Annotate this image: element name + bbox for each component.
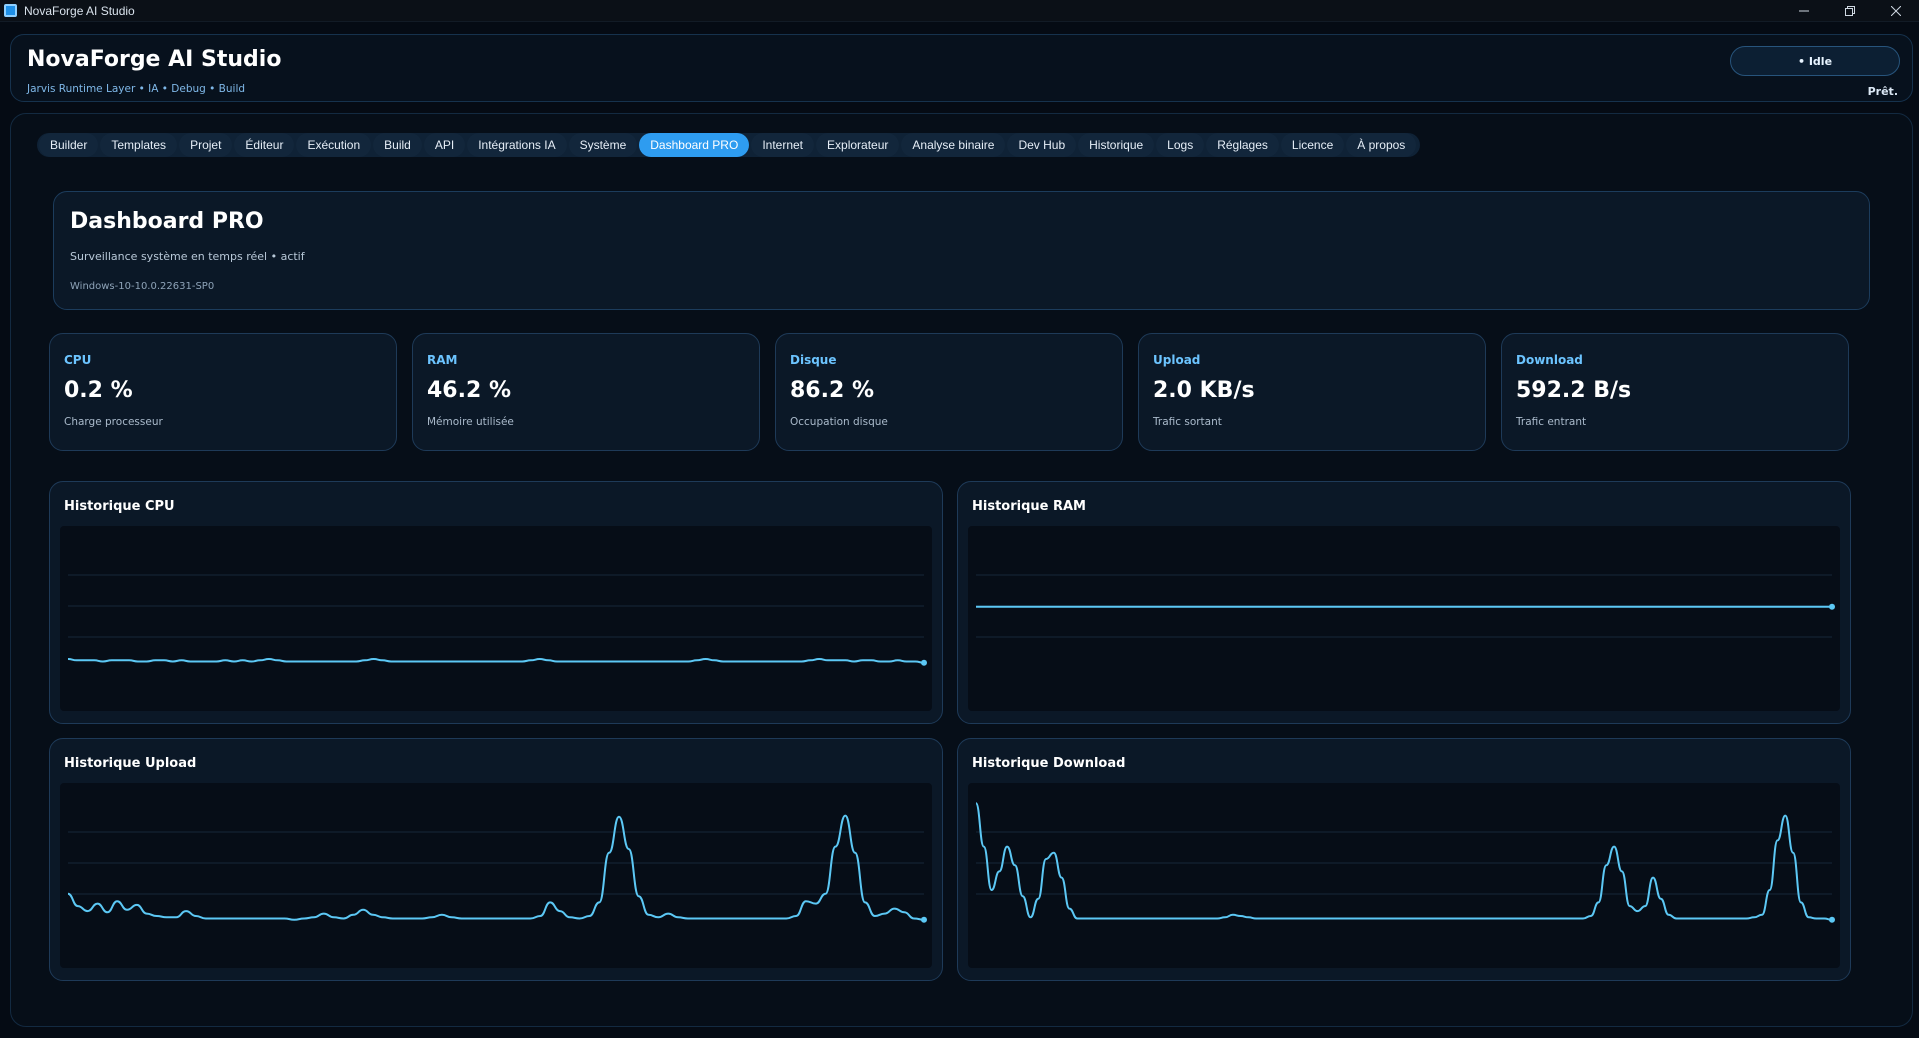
tab-api[interactable]: API — [423, 133, 466, 157]
last-point — [1829, 916, 1835, 923]
tab-bar: Builder Templates Projet Éditeur Exécution Bu… — [37, 133, 1421, 157]
stat-card-upload: Upload 2.0 KB/s Trafic sortant — [1138, 333, 1486, 451]
tab-logs[interactable]: Logs — [1156, 133, 1205, 157]
chart-card-cpu: Historique CPU — [49, 481, 943, 724]
chart-card-upload: Historique Upload — [49, 738, 943, 981]
app-title: NovaForge AI Studio — [27, 47, 282, 72]
tab-build[interactable]: Build — [373, 133, 422, 157]
line-chart — [976, 574, 1835, 638]
ram-history-chart — [968, 526, 1840, 711]
tab-explorateur[interactable]: Explorateur — [816, 133, 900, 157]
minimize-icon[interactable] — [1781, 0, 1827, 22]
line-chart — [67, 574, 927, 666]
stat-value: 86.2 % — [790, 378, 874, 403]
stat-label: CPU — [64, 353, 92, 367]
os-version: Windows-10-10.0.22631-SP0 — [70, 281, 215, 292]
download-history-chart — [968, 783, 1840, 968]
tab-editeur[interactable]: Éditeur — [234, 133, 295, 157]
app-icon — [4, 4, 17, 17]
tab-systeme[interactable]: Système — [568, 133, 638, 157]
dashboard-header-card: Dashboard PRO Surveillance système en te… — [53, 191, 1870, 310]
stat-description: Trafic sortant — [1153, 416, 1222, 428]
stat-card-download: Download 592.2 B/s Trafic entrant — [1501, 333, 1849, 451]
line-chart — [975, 802, 1835, 923]
stat-value: 0.2 % — [64, 378, 133, 403]
status-badge: • Idle — [1730, 46, 1900, 76]
stat-value: 2.0 KB/s — [1153, 378, 1255, 403]
last-point — [921, 916, 927, 923]
page-title: Dashboard PRO — [70, 209, 264, 234]
tab-internet[interactable]: Internet — [751, 133, 815, 157]
stat-label: Upload — [1153, 353, 1201, 367]
stat-description: Trafic entrant — [1516, 416, 1587, 428]
chart-title: Historique Download — [972, 756, 1126, 771]
app-subtitle: Jarvis Runtime Layer • IA • Debug • Buil… — [27, 83, 246, 95]
chart-title: Historique CPU — [64, 499, 175, 514]
last-point — [921, 659, 927, 666]
upload-history-chart — [60, 783, 932, 968]
tab-historique[interactable]: Historique — [1078, 133, 1155, 157]
stat-card-disk: Disque 86.2 % Occupation disque — [775, 333, 1123, 451]
tab-a-propos[interactable]: À propos — [1346, 133, 1417, 157]
page-subtitle: Surveillance système en temps réel • act… — [70, 250, 305, 263]
stat-card-ram: RAM 46.2 % Mémoire utilisée — [412, 333, 760, 451]
series-line — [67, 814, 925, 921]
chart-card-download: Historique Download — [957, 738, 1851, 981]
window-controls — [1781, 0, 1919, 22]
stat-label: Disque — [790, 353, 837, 367]
tab-projet[interactable]: Projet — [179, 133, 233, 157]
chart-title: Historique Upload — [64, 756, 197, 771]
tab-reglages[interactable]: Réglages — [1206, 133, 1279, 157]
app-header: NovaForge AI Studio Jarvis Runtime Layer… — [10, 34, 1913, 102]
tab-dev-hub[interactable]: Dev Hub — [1007, 133, 1077, 157]
close-icon[interactable] — [1873, 0, 1919, 22]
chart-title: Historique RAM — [972, 499, 1086, 514]
stat-description: Charge processeur — [64, 416, 163, 428]
tab-builder[interactable]: Builder — [39, 133, 99, 157]
window-titlebar: NovaForge AI Studio — [0, 0, 1919, 22]
status-text: Prêt. — [1867, 85, 1898, 98]
series-line — [67, 657, 925, 664]
tab-analyse-binaire[interactable]: Analyse binaire — [901, 133, 1006, 157]
stat-value: 46.2 % — [427, 378, 511, 403]
stat-card-cpu: CPU 0.2 % Charge processeur — [49, 333, 397, 451]
tab-execution[interactable]: Exécution — [296, 133, 372, 157]
cpu-history-chart — [60, 526, 932, 711]
window-title: NovaForge AI Studio — [24, 3, 135, 18]
tab-integrations-ia[interactable]: Intégrations IA — [467, 133, 567, 157]
restore-icon[interactable] — [1827, 0, 1873, 22]
stat-description: Occupation disque — [790, 416, 888, 428]
series-line — [975, 802, 1833, 921]
main-panel: Builder Templates Projet Éditeur Exécution Bu… — [10, 113, 1913, 1027]
stat-label: RAM — [427, 353, 458, 367]
tab-licence[interactable]: Licence — [1280, 133, 1345, 157]
stat-label: Download — [1516, 353, 1583, 367]
stat-value: 592.2 B/s — [1516, 378, 1632, 403]
stat-description: Mémoire utilisée — [427, 416, 514, 428]
last-point — [1829, 603, 1835, 610]
tab-dashboard-pro[interactable]: Dashboard PRO — [639, 133, 750, 157]
chart-card-ram: Historique RAM — [957, 481, 1851, 724]
line-chart — [67, 814, 927, 923]
tab-templates[interactable]: Templates — [100, 133, 178, 157]
